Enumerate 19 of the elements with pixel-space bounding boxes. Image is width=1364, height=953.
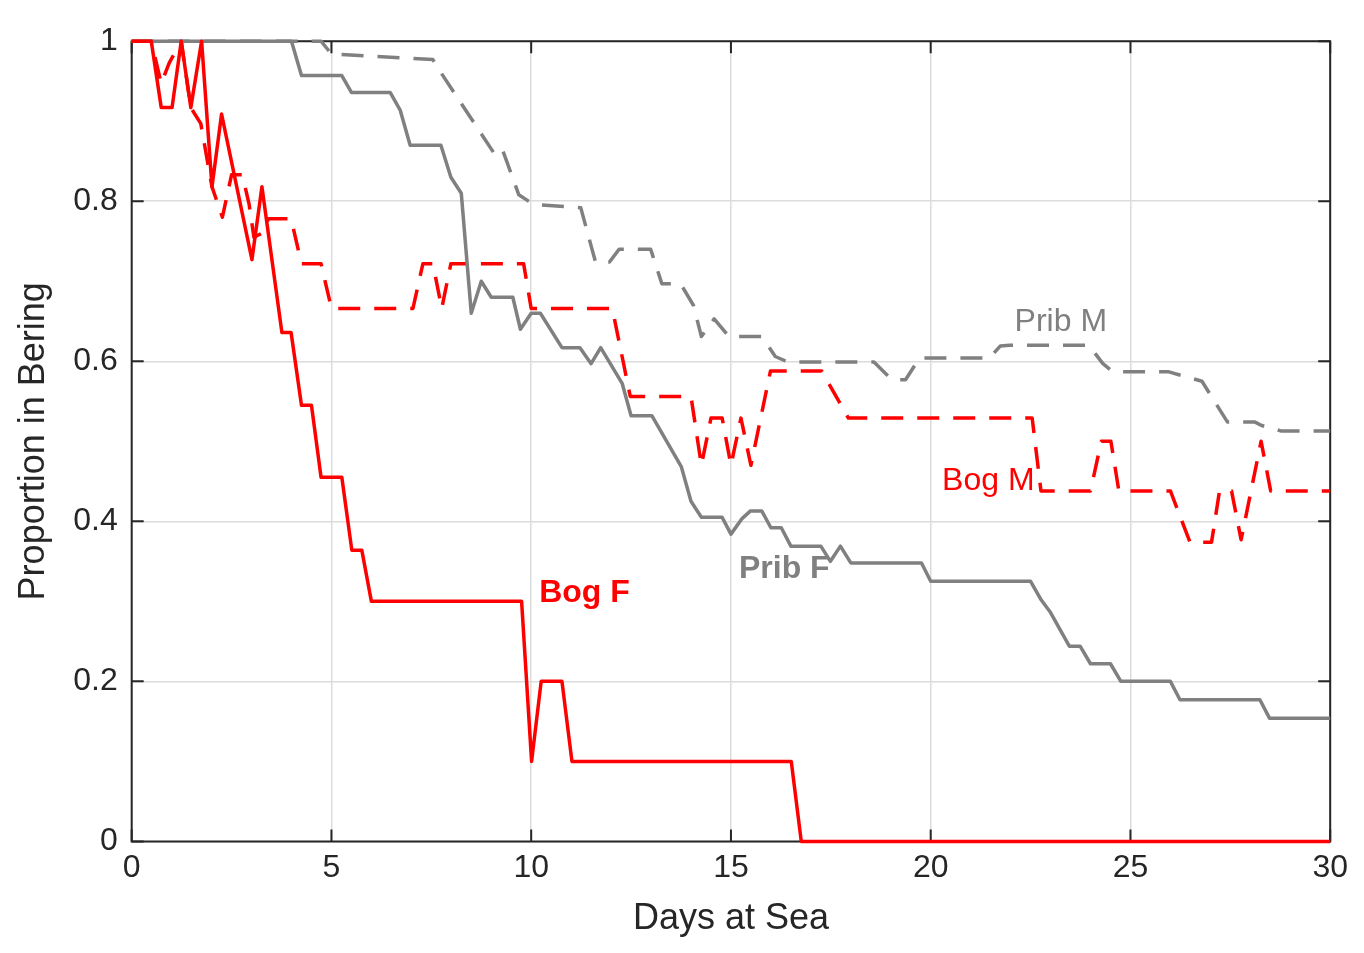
x-tick-label: 20: [912, 848, 949, 885]
y-tick-label: 0.6: [73, 341, 118, 378]
x-tick-label: 0: [122, 848, 141, 885]
x-tick-label: 25: [1112, 848, 1149, 885]
y-axis-title: Proportion in Bering: [10, 282, 52, 601]
y-tick-label: 0.4: [73, 501, 118, 538]
x-tick-label: 30: [1312, 848, 1348, 885]
x-tick-label: 15: [713, 848, 749, 885]
series-label: Bog F: [539, 573, 630, 610]
x-tick-label: 5: [322, 848, 341, 885]
y-tick-label: 0.2: [73, 661, 118, 698]
series-label: Bog M: [942, 461, 1035, 498]
y-tick-label: 0.8: [73, 181, 118, 218]
y-tick-label: 1: [99, 21, 118, 58]
y-tick-label: 0: [99, 821, 118, 858]
series-label: Prib F: [738, 549, 830, 586]
series-label: Prib M: [1014, 301, 1108, 338]
x-axis-title: Days at Sea: [632, 896, 830, 938]
x-tick-label: 10: [513, 848, 549, 885]
